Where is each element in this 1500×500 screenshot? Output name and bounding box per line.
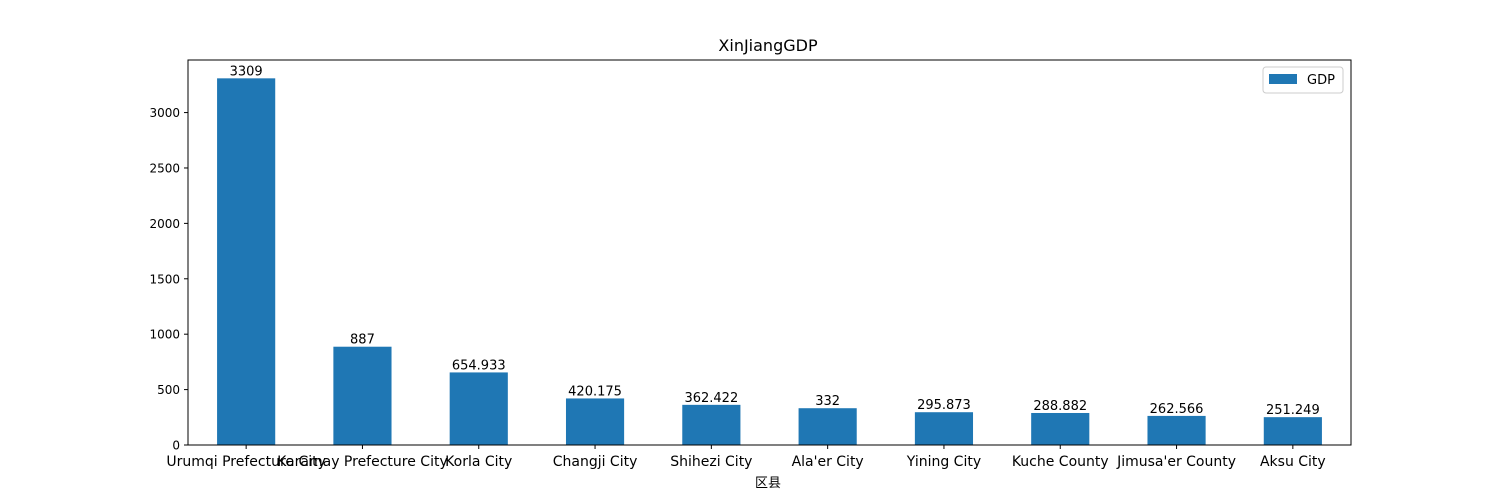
data-label: 251.249	[1266, 403, 1320, 418]
data-label: 420.175	[568, 384, 622, 399]
data-labels: 3309 887 654.933 420.175 362.422 332 295.873 28…	[230, 64, 1320, 418]
bar	[1031, 412, 1090, 445]
bar	[682, 404, 741, 445]
data-label: 362.422	[684, 391, 738, 406]
data-label: 332	[815, 394, 840, 409]
data-label: 262.566	[1150, 402, 1204, 417]
legend-label: GDP	[1307, 73, 1335, 88]
bar	[914, 412, 974, 445]
x-tick-label: Karamay Prefecture City	[277, 454, 448, 470]
y-tick-label: 1000	[149, 328, 180, 342]
x-tick-label: Changji City	[553, 454, 638, 470]
x-tick-label: Urumqi Prefecture City	[166, 454, 326, 470]
data-label: 295.873	[917, 398, 971, 413]
y-tick-label: 3000	[149, 106, 180, 120]
data-label: 288.882	[1033, 399, 1087, 414]
x-tick-label: Shihezi City	[670, 454, 752, 470]
y-tick-label: 0	[172, 439, 180, 453]
bar	[798, 408, 857, 445]
y-tick-label: 2000	[149, 217, 180, 231]
x-tick-label: Korla City	[445, 454, 512, 470]
chart-title: XinJiangGDP	[718, 36, 818, 55]
plot-frame	[187, 59, 1352, 446]
legend: GDP	[1262, 66, 1344, 94]
bar	[333, 346, 392, 445]
legend-frame	[1262, 66, 1344, 94]
x-tick-label: Yining City	[906, 454, 981, 470]
data-label: 887	[350, 333, 375, 348]
bar	[449, 372, 508, 445]
x-tick-label: Jimusa'er County	[1116, 454, 1236, 470]
bar	[1147, 415, 1206, 445]
bar	[565, 398, 625, 445]
bar	[217, 78, 276, 445]
y-tick-label: 500	[157, 383, 180, 397]
bar	[1263, 417, 1322, 445]
y-tick-label: 2500	[149, 161, 180, 175]
y-axis-ticks: 0 500 1000 1500 2000 2500 3000	[149, 106, 188, 453]
data-label: 3309	[230, 64, 263, 79]
data-label: 654.933	[452, 358, 506, 373]
x-tick-label: Ala'er City	[792, 454, 864, 470]
bars-layer	[217, 78, 1322, 445]
x-tick-label: Aksu City	[1260, 454, 1326, 470]
x-axis-label: 区县	[755, 476, 781, 491]
legend-swatch	[1269, 74, 1297, 84]
x-tick-label: Kuche County	[1012, 454, 1109, 470]
y-tick-label: 1500	[149, 272, 180, 286]
